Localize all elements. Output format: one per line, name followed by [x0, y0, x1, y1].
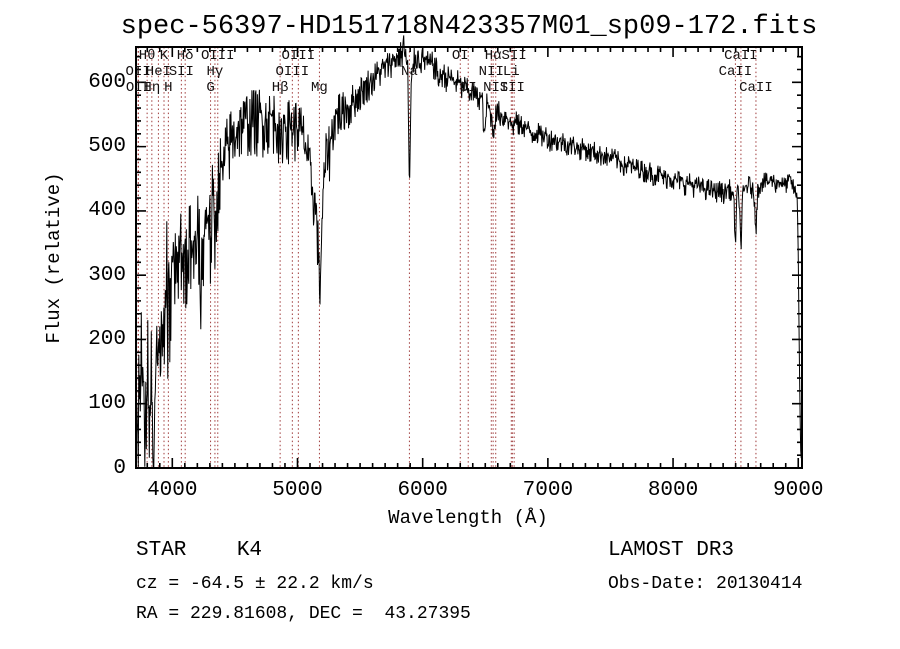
x-tick-label: 7000	[522, 479, 574, 502]
spectral-line-label-SII: SII	[501, 48, 527, 64]
y-tick-label: 100	[88, 392, 126, 416]
spectral-line-label-OII: OII	[125, 80, 152, 96]
x-tick-label: 9000	[773, 479, 824, 502]
annotation-radec: RA = 229.81608, DEC = 43.27395	[136, 604, 471, 624]
spectral-line-label-Hα: Hα	[484, 48, 502, 64]
spectral-line-label-NII: NII	[483, 80, 509, 96]
spectral-line-label-SII: SII	[168, 64, 194, 80]
spectral-line-label-OIII: OIII	[200, 48, 235, 64]
spectral-line-label-CaII: CaII	[739, 80, 773, 96]
spectral-line-label-OIII: OIII	[281, 48, 316, 64]
y-tick-label: 400	[88, 199, 126, 223]
spectral-line-label-G: G	[206, 80, 215, 96]
x-tick-label: 6000	[397, 479, 448, 502]
spectral-line-label-H: H	[164, 80, 173, 96]
spectral-line-label-SII: SII	[499, 80, 525, 96]
x-tick-label: 4000	[147, 479, 198, 502]
spectral-line-label-Hθ: Hθ	[138, 48, 156, 64]
y-tick-label: 500	[88, 135, 126, 159]
spectral-line-label-Hη: Hη	[143, 80, 161, 96]
y-tick-label: 300	[88, 263, 126, 287]
spectrum-trace	[135, 35, 802, 468]
spectral-line-label-OI: OI	[459, 80, 477, 96]
y-tick-label: 200	[88, 327, 126, 351]
page-title: spec-56397-HD151718N423357M01_sp09-172.f…	[120, 12, 818, 42]
y-tick-label: 0	[113, 456, 126, 480]
y-tick-label: 600	[88, 70, 126, 94]
spectral-line-label-Na: Na	[401, 64, 418, 80]
annotation-obsdate: Obs-Date: 20130414	[608, 574, 803, 594]
annotation-survey: LAMOST DR3	[608, 539, 735, 562]
spectral-line-label-CaII: CaII	[718, 64, 753, 80]
x-tick-label: 8000	[647, 479, 699, 502]
annotation-class: STAR K4	[136, 539, 263, 562]
spectral-line-label-Li: Li	[502, 64, 520, 80]
spectral-line-label-CaII: CaII	[724, 48, 758, 64]
spectral-line-label-Hβ: Hβ	[271, 80, 289, 96]
spectral-line-label-Mg: Mg	[311, 80, 328, 96]
x-axis-label: Wavelength (Å)	[388, 507, 548, 529]
spectral-line-label-OI: OI	[451, 48, 469, 64]
axis-ticks	[136, 47, 802, 469]
spectral-line-label-K: K	[159, 48, 169, 64]
spectral-line-label-HeI: HeI	[145, 64, 172, 80]
x-tick-label: 5000	[272, 479, 323, 502]
spectral-line-label-NII: NII	[478, 64, 504, 80]
plot-box	[135, 46, 803, 469]
annotation-cz: cz = -64.5 ± 22.2 km/s	[136, 574, 374, 594]
spectral-line-label-OII: OII	[125, 64, 151, 80]
spectral-line-label-Hδ: Hδ	[176, 48, 194, 64]
spectral-line-label-OIII: OIII	[275, 64, 310, 80]
spectral-line-label-Hγ: Hγ	[206, 64, 224, 80]
